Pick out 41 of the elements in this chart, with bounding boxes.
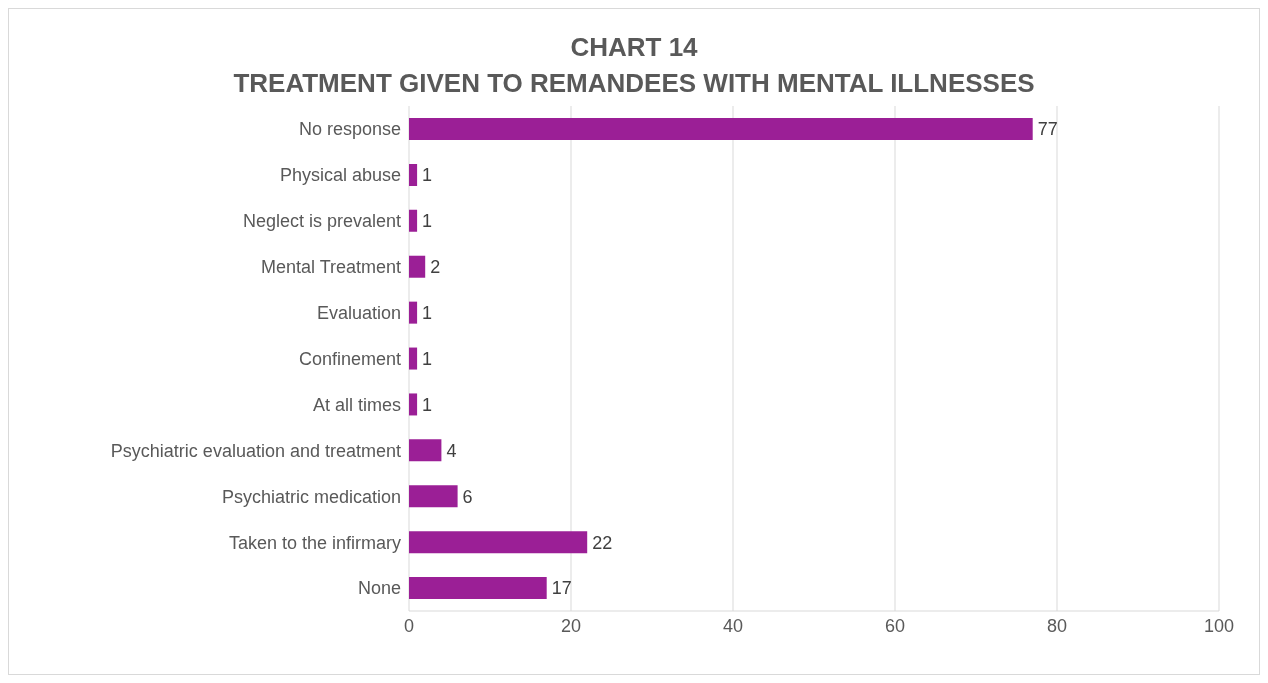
data-label: 17: [551, 578, 572, 599]
y-tick-label: Confinement: [298, 348, 401, 369]
bar: [409, 301, 418, 324]
chart-title: CHART 14: [569, 31, 699, 64]
y-tick-label: Physical abuse: [279, 165, 401, 186]
y-tick-label: Evaluation: [316, 302, 401, 323]
y-tick-label: Taken to the infirmary: [228, 532, 401, 553]
bar: [409, 347, 418, 370]
x-tick-label: 60: [884, 615, 906, 636]
data-label: 1: [422, 211, 433, 232]
data-label: 2: [430, 257, 441, 278]
data-label: 4: [446, 440, 457, 461]
data-label: 1: [422, 303, 433, 324]
y-tick-label: None: [357, 578, 401, 599]
data-label: 1: [422, 348, 433, 369]
y-tick-label: Psychiatric evaluation and treatment: [110, 440, 401, 461]
bar: [409, 118, 1033, 140]
y-tick-label: Neglect is prevalent: [242, 211, 401, 232]
data-label: 1: [422, 165, 433, 186]
data-label: 6: [462, 486, 473, 507]
chart-subtitle: TREATMENT GIVEN TO REMANDEES WITH MENTAL ILLNESSES: [232, 67, 1036, 100]
y-tick-label: At all times: [312, 394, 401, 415]
x-tick-label: 100: [1203, 615, 1235, 636]
bar: [409, 439, 442, 462]
y-tick-label: No response: [298, 119, 401, 140]
data-label: 1: [422, 394, 433, 415]
bar: [409, 577, 547, 600]
x-tick-label: 0: [403, 615, 415, 636]
x-tick-label: 40: [722, 615, 744, 636]
data-label: 22: [592, 532, 613, 553]
bar: [409, 485, 458, 508]
y-tick-label: Psychiatric medication: [221, 486, 401, 507]
x-tick-label: 80: [1046, 615, 1068, 636]
bar: [409, 255, 426, 278]
data-label: 77: [1037, 119, 1058, 140]
bar: [409, 163, 418, 186]
bar: [409, 393, 418, 416]
y-tick-label: Mental Treatment: [260, 257, 401, 278]
bar: [409, 209, 418, 232]
x-tick-label: 20: [560, 615, 582, 636]
bar: [409, 531, 588, 554]
